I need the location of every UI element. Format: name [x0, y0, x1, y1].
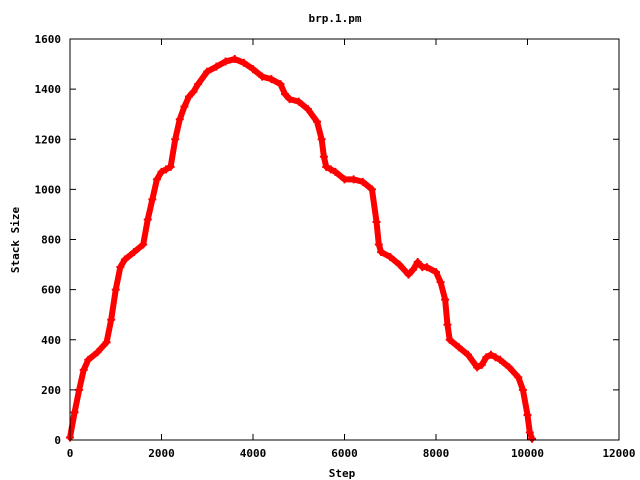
data-point	[491, 353, 500, 362]
data-point	[221, 57, 230, 66]
data-point	[523, 410, 532, 419]
data-point	[189, 87, 198, 96]
data-point	[319, 152, 328, 161]
y-tick-label: 400	[41, 334, 61, 347]
data-point	[166, 162, 175, 171]
data-point	[212, 62, 221, 71]
data-point	[162, 165, 171, 174]
y-tick-label: 200	[41, 384, 61, 397]
data-point	[102, 338, 111, 347]
data-point	[477, 360, 486, 369]
y-tick-label: 600	[41, 284, 61, 297]
y-tick-label: 0	[54, 434, 61, 447]
x-axis-label: Step	[329, 467, 356, 480]
data-point	[184, 92, 193, 101]
x-tick-label: 6000	[331, 447, 358, 460]
data-point	[340, 175, 349, 184]
data-point	[120, 255, 129, 264]
data-point	[528, 434, 537, 443]
data-point	[93, 348, 102, 357]
data-point	[422, 263, 431, 272]
data-point	[157, 167, 166, 176]
data-point	[281, 90, 290, 99]
data-point	[445, 335, 454, 344]
data-point	[75, 385, 84, 394]
data-point	[372, 217, 381, 226]
data-point	[116, 263, 125, 272]
data-point	[258, 72, 267, 81]
data-point	[152, 175, 161, 184]
y-tick-label: 800	[41, 234, 61, 247]
data-point	[79, 365, 88, 374]
data-point	[313, 117, 322, 126]
data-point	[148, 195, 157, 204]
data-point	[230, 55, 239, 64]
chart-title: brp.1.pm	[309, 12, 362, 25]
x-tick-label: 4000	[240, 447, 267, 460]
y-tick-label: 1200	[35, 133, 62, 146]
data-point	[473, 363, 482, 372]
x-tick-label: 10000	[511, 447, 544, 460]
data-point	[139, 240, 148, 249]
data-point	[249, 65, 257, 74]
data-point	[239, 58, 248, 67]
data-point	[143, 215, 152, 224]
data-point	[111, 285, 120, 294]
data-point	[267, 75, 276, 84]
data-point	[285, 95, 294, 104]
data-point	[441, 295, 450, 304]
data-point	[171, 135, 180, 144]
data-point	[518, 385, 527, 394]
data-point	[496, 355, 505, 364]
data-point	[404, 270, 413, 279]
data-point	[322, 162, 331, 171]
y-axis-ticks: 0 200 400 600 800 1000 1200 1400 1600	[35, 33, 619, 447]
x-tick-label: 8000	[423, 447, 450, 460]
data-point	[464, 350, 473, 359]
x-tick-label: 12000	[602, 447, 635, 460]
data-point	[175, 115, 184, 124]
x-tick-label: 2000	[148, 447, 175, 460]
data-point	[331, 167, 340, 176]
data-point	[413, 258, 422, 267]
data-point	[358, 177, 367, 186]
data-point	[454, 343, 463, 352]
data-point	[409, 265, 418, 274]
y-tick-label: 1400	[35, 83, 62, 96]
data-point	[326, 165, 335, 174]
y-tick-label: 1000	[35, 183, 62, 196]
data-point	[482, 353, 491, 362]
data-point	[70, 408, 79, 417]
data-point	[367, 185, 376, 194]
data-point	[294, 97, 303, 106]
data-point	[486, 350, 495, 359]
data-point	[130, 248, 139, 257]
data-point	[107, 315, 116, 324]
data-point	[525, 428, 534, 437]
data-point	[374, 240, 383, 249]
data-point	[443, 320, 452, 329]
data-point	[436, 278, 445, 287]
data-point	[395, 260, 404, 269]
series-points	[66, 55, 537, 443]
data-point	[203, 67, 212, 76]
data-point	[180, 102, 189, 111]
data-point	[276, 80, 285, 89]
data-point	[303, 105, 312, 114]
data-point	[84, 355, 93, 364]
data-point	[194, 80, 203, 89]
y-axis-label: Stack Size	[9, 207, 22, 274]
y-tick-label: 1600	[35, 33, 62, 46]
data-point	[432, 268, 440, 277]
data-point	[505, 363, 514, 372]
data-point	[317, 135, 326, 144]
data-point	[514, 373, 523, 382]
x-tick-label: 0	[67, 447, 74, 460]
x-axis-ticks: 0 2000 4000 6000 8000 10000 12000	[67, 39, 636, 460]
data-point	[377, 248, 386, 257]
data-point	[349, 175, 358, 184]
data-point	[386, 253, 395, 262]
